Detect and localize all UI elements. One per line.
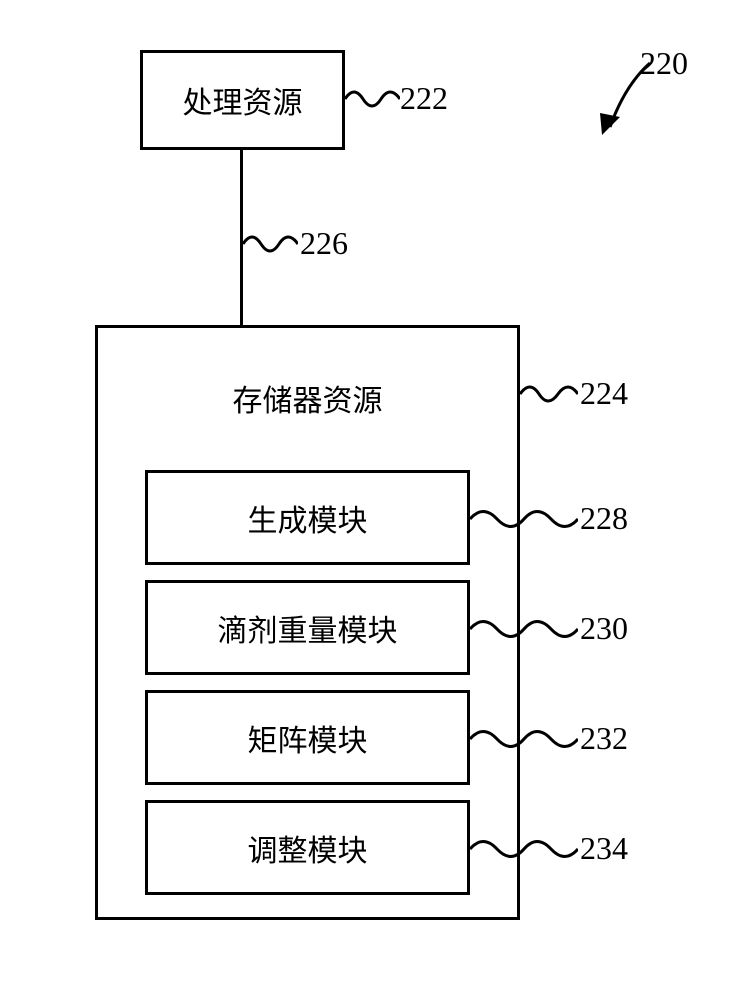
ref-228: 228	[580, 500, 628, 537]
squiggle-226	[243, 233, 298, 255]
squiggle-228	[470, 508, 578, 530]
ref-234: 234	[580, 830, 628, 867]
squiggle-222	[345, 88, 400, 110]
squiggle-230	[470, 618, 578, 640]
squiggle-232	[470, 728, 578, 750]
block-diagram: 处理资源 存储器资源 生成模块 滴剂重量模块 矩阵模块 调整模块 222 220…	[0, 0, 751, 1000]
memory-label: 存储器资源	[233, 376, 383, 420]
ref-222: 222	[400, 80, 448, 117]
squiggle-234	[470, 838, 578, 860]
adjust-module-label: 调整模块	[248, 826, 368, 870]
generate-module-box: 生成模块	[145, 470, 470, 565]
ref-224: 224	[580, 375, 628, 412]
drop-weight-module-box: 滴剂重量模块	[145, 580, 470, 675]
processing-box: 处理资源	[140, 50, 345, 150]
arrow-220	[590, 55, 670, 150]
ref-232: 232	[580, 720, 628, 757]
processing-label: 处理资源	[183, 78, 303, 122]
drop-weight-module-label: 滴剂重量模块	[218, 606, 398, 650]
matrix-module-box: 矩阵模块	[145, 690, 470, 785]
squiggle-224	[520, 383, 578, 405]
ref-226: 226	[300, 225, 348, 262]
generate-module-label: 生成模块	[248, 496, 368, 540]
ref-230: 230	[580, 610, 628, 647]
matrix-module-label: 矩阵模块	[248, 716, 368, 760]
adjust-module-box: 调整模块	[145, 800, 470, 895]
